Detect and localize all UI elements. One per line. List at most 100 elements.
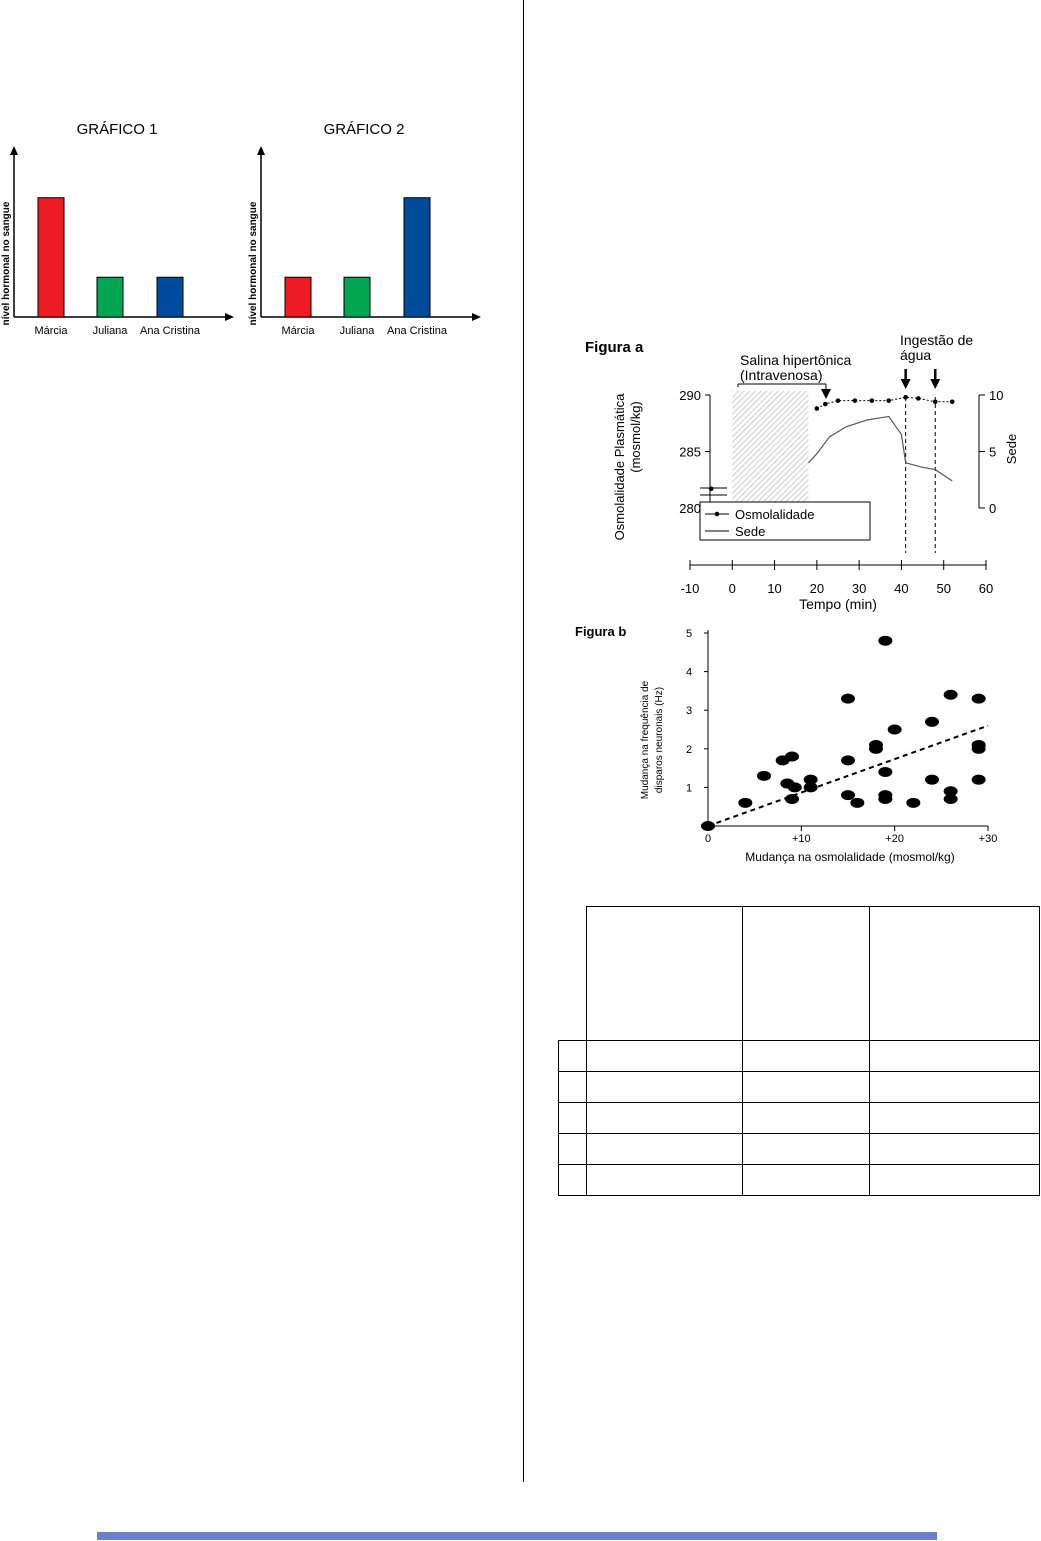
osmolalidade-point — [869, 398, 875, 403]
legend-swatch-osmolalidade — [714, 511, 720, 517]
table-cell — [869, 1102, 1040, 1134]
table-cell — [869, 1040, 1040, 1072]
saline-annotation: Salina hipertônica — [740, 352, 852, 368]
y2-tick-label: 10 — [989, 388, 1003, 403]
y2-axis-label: Sede — [1004, 434, 1019, 464]
scatter-point — [943, 793, 958, 804]
osmolalidade-point — [932, 399, 938, 405]
y-tick-label: 290 — [679, 388, 701, 403]
legend-label: Osmolalidade — [735, 507, 815, 522]
table-cell — [586, 1071, 743, 1103]
hormone-bar-charts: GRÁFICO 1 nível hormonal no sangue Márcia J… — [1, 121, 481, 337]
water-annotation: Ingestão de — [900, 332, 973, 348]
arrow-head — [257, 146, 265, 155]
x-tick-label: 0 — [729, 581, 736, 596]
figure-a-line-chart: Figura a 280 285 290 0 5 10 -10 0 10 20 30 40 50 60 Tem… — [585, 332, 1019, 612]
table-cell — [869, 1071, 1040, 1103]
category-label: Márcia — [281, 325, 315, 337]
y2-tick-label: 0 — [989, 501, 996, 516]
table-cell — [742, 1102, 870, 1134]
x-axis-label: Mudança na osmolalidade (mosmol/kg) — [745, 850, 954, 864]
scatter-point — [850, 797, 865, 808]
series-osmolalidade-line — [816, 396, 953, 410]
table-cell — [742, 1133, 870, 1165]
table-cell — [586, 1040, 743, 1072]
table-row — [558, 1102, 1040, 1134]
table-cell — [869, 1133, 1040, 1165]
y-axis-label: disparos neuronais (Hz) — [654, 687, 665, 793]
y-tick-label: 3 — [686, 705, 692, 717]
table-cell — [586, 906, 743, 1041]
scatter-point — [878, 793, 893, 804]
x-tick-label: +10 — [792, 833, 811, 845]
table-cell — [869, 906, 1040, 1041]
water-annotation: água — [900, 347, 931, 363]
category-label: Juliana — [340, 325, 376, 337]
osmolalidade-point — [835, 398, 841, 403]
table-cell — [869, 1164, 1040, 1196]
y-axis-label: nível hormonal no sangue — [1, 201, 12, 325]
figure-b-scatter-chart: Figura b 1 2 3 4 5 0 +10 +20 +30 Mudança na osmola… — [575, 624, 997, 864]
x-tick-label: 10 — [767, 581, 781, 596]
column-divider — [523, 0, 524, 1482]
scatter-point — [887, 724, 902, 735]
scatter-point — [971, 693, 986, 704]
table-cell — [586, 1102, 743, 1134]
y-tick-label: 4 — [686, 667, 692, 679]
bar — [96, 276, 124, 318]
y-tick-label: 280 — [679, 501, 701, 516]
scatter-point — [785, 793, 799, 804]
table-cell — [558, 1164, 587, 1196]
saline-annotation: (Intravenosa) — [740, 367, 822, 383]
scatter-point — [925, 716, 939, 727]
y-axis-label: Mudança na frequência de — [640, 680, 651, 799]
scatter-point — [925, 774, 939, 785]
osmolalidade-point — [903, 394, 908, 400]
osmolalidade-point — [814, 406, 820, 411]
bar — [284, 276, 312, 318]
scatter-point — [943, 689, 958, 700]
table-cell — [558, 906, 587, 1041]
osmolalidade-point — [708, 486, 714, 492]
x-tick-label: 40 — [894, 581, 908, 596]
scatter-point — [701, 821, 715, 831]
table-cell — [558, 1040, 587, 1072]
scatter-point — [803, 782, 818, 793]
scatter-point — [757, 770, 771, 781]
scatter-point — [878, 766, 893, 777]
series-sede-line — [807, 415, 953, 482]
scatter-point — [971, 774, 986, 785]
y-tick-label: 5 — [686, 628, 692, 640]
osmolalidade-point — [886, 398, 892, 403]
figure-a-label: Figura a — [585, 339, 644, 356]
arrow-head — [10, 146, 18, 155]
table-row — [558, 1164, 1040, 1196]
legend-label: Sede — [735, 524, 765, 539]
scatter-point — [787, 782, 802, 793]
table-cell — [742, 1040, 870, 1072]
x-tick-label: 60 — [979, 581, 993, 596]
category-label: Ana Cristina — [140, 325, 201, 337]
answer-table — [558, 906, 1040, 1196]
footer-bar — [97, 1532, 937, 1540]
bar — [156, 276, 184, 318]
saline-infusion-region — [732, 391, 809, 508]
arrow-head — [472, 313, 481, 321]
table-row — [558, 1133, 1040, 1165]
scatter-point — [803, 774, 818, 785]
scatter-point — [841, 755, 855, 766]
osmolalidade-point — [852, 398, 858, 403]
table-row — [558, 1071, 1040, 1103]
table-cell — [558, 1071, 587, 1103]
x-tick-label: -10 — [681, 581, 700, 596]
table-header-row — [558, 906, 1040, 1041]
table-cell — [586, 1133, 743, 1165]
scatter-point — [738, 797, 753, 808]
x-tick-label: 30 — [852, 581, 866, 596]
scatter-point — [869, 743, 883, 754]
scatter-point — [971, 743, 986, 754]
y-axis-label-units: (mosmol/kg) — [628, 401, 643, 473]
arrow-head — [930, 379, 941, 389]
chart-title: GRÁFICO 2 — [324, 121, 405, 138]
y2-tick-label: 5 — [989, 445, 996, 460]
